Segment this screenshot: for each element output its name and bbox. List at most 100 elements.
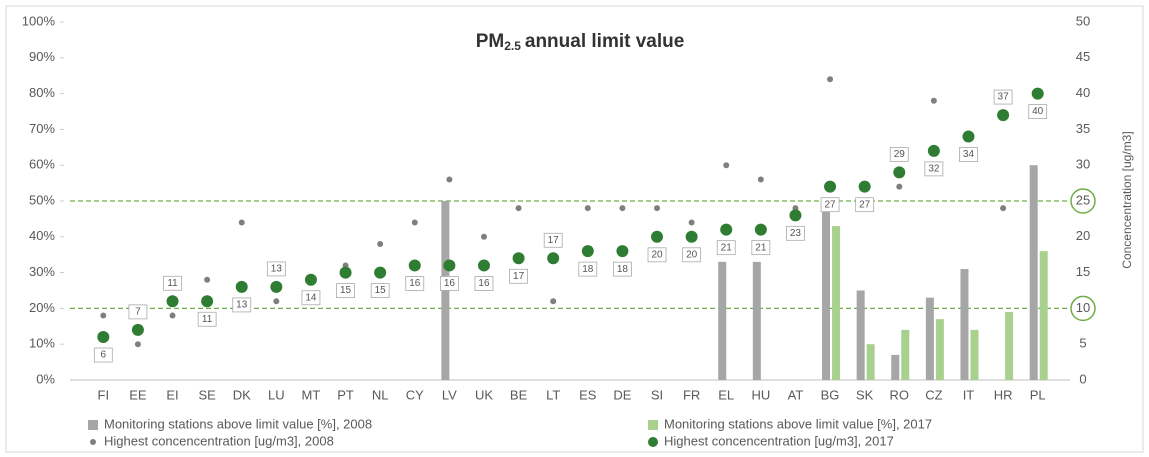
- value-label: 11: [167, 278, 178, 289]
- dot: [238, 219, 245, 226]
- value-label-box: [993, 89, 1013, 105]
- x-tick-label: MT: [302, 387, 321, 402]
- dot: [927, 144, 940, 157]
- x-tick-label: DE: [613, 387, 631, 402]
- bar: [718, 261, 727, 380]
- value-label: 20: [651, 249, 663, 260]
- dot: [827, 76, 834, 83]
- dot: [896, 183, 903, 190]
- dot: [619, 205, 626, 212]
- value-label: 21: [721, 242, 733, 253]
- limit-circle: [1070, 295, 1096, 322]
- bar: [901, 329, 910, 380]
- bar: [822, 201, 831, 380]
- bar: [960, 269, 969, 380]
- bar: [891, 354, 900, 380]
- value-label: 11: [202, 314, 213, 325]
- dot: [100, 312, 107, 319]
- dot: [858, 180, 871, 193]
- value-label: 17: [513, 271, 525, 282]
- dot: [962, 130, 975, 143]
- x-tick-label: PT: [337, 387, 354, 402]
- x-tick-label: LV: [442, 387, 457, 402]
- bar: [935, 319, 944, 380]
- value-label: 13: [236, 300, 248, 311]
- value-label: 21: [755, 242, 767, 253]
- value-label-box: [405, 276, 425, 291]
- y-tick-label: 90%: [29, 49, 55, 64]
- value-label: 16: [478, 278, 490, 289]
- dot: [754, 223, 767, 236]
- y2-tick-label: 0: [1079, 371, 1086, 386]
- x-tick-label: EE: [129, 387, 147, 402]
- y2-tick-label: 35: [1076, 121, 1090, 136]
- y-tick-label: 100%: [22, 13, 56, 28]
- dot: [304, 273, 317, 286]
- dot: [757, 176, 764, 183]
- y2-tick-label: 20: [1076, 228, 1090, 243]
- dot: [893, 166, 906, 179]
- y2-tick-label: 50: [1076, 13, 1090, 28]
- y-tick-label: 30%: [29, 264, 55, 279]
- value-label: 40: [1032, 106, 1044, 117]
- x-tick-label: IT: [963, 387, 975, 402]
- legend-label: Highest concencentration [ug/m3], 2008: [104, 433, 334, 448]
- x-tick-label: SE: [198, 387, 216, 402]
- bar: [832, 226, 841, 380]
- x-tick-label: RO: [890, 387, 910, 402]
- y-tick-label: 40%: [29, 228, 55, 243]
- value-label-box: [543, 232, 563, 248]
- value-label-box: [93, 347, 113, 363]
- dot: [1000, 205, 1007, 212]
- dot: [134, 341, 141, 348]
- value-label: 13: [271, 264, 283, 275]
- y2-tick-label: 5: [1079, 336, 1086, 351]
- dot: [477, 259, 490, 272]
- bar: [866, 344, 875, 380]
- legend-swatch: [90, 439, 96, 445]
- dot: [131, 323, 144, 336]
- dot: [480, 233, 487, 240]
- x-tick-label: DK: [233, 387, 251, 402]
- dot: [616, 245, 629, 258]
- dot: [789, 209, 802, 222]
- dot: [374, 266, 387, 279]
- x-tick-label: ES: [579, 387, 597, 402]
- x-tick-label: BE: [510, 387, 528, 402]
- value-label: 15: [340, 285, 352, 296]
- y2-tick-label: 25: [1076, 192, 1090, 207]
- legend-swatch: [648, 437, 658, 447]
- legend-label: Monitoring stations above limit value [%…: [664, 416, 932, 431]
- value-label-box: [197, 311, 217, 327]
- value-label-box: [855, 197, 875, 213]
- x-tick-label: LU: [268, 387, 285, 402]
- value-label-box: [647, 247, 667, 263]
- y2-tick-label: 30: [1076, 157, 1090, 172]
- y-tick-label: 60%: [29, 157, 55, 172]
- value-label: 16: [444, 278, 456, 289]
- y-tick-label: 80%: [29, 85, 55, 100]
- value-label: 6: [101, 350, 107, 361]
- value-label-box: [889, 146, 909, 162]
- value-label: 37: [998, 92, 1010, 103]
- dot: [723, 162, 730, 169]
- x-tick-label: LT: [546, 387, 560, 402]
- legend-swatch: [648, 420, 658, 430]
- x-tick-label: UK: [475, 387, 493, 402]
- dot: [339, 266, 352, 279]
- value-label: 20: [686, 249, 698, 260]
- dot: [408, 259, 421, 272]
- dot: [550, 298, 557, 305]
- x-tick-label: HR: [994, 387, 1013, 402]
- dot: [411, 219, 418, 226]
- y-tick-label: 70%: [29, 121, 55, 136]
- y2-tick-label: 45: [1076, 49, 1090, 64]
- value-label: 18: [582, 264, 594, 275]
- y2-tick-label: 15: [1076, 264, 1090, 279]
- value-label: 17: [548, 235, 560, 246]
- value-label-box: [439, 276, 459, 291]
- x-tick-label: PL: [1030, 387, 1046, 402]
- x-tick-label: EI: [166, 387, 178, 402]
- x-tick-label: SI: [651, 387, 663, 402]
- x-tick-label: EL: [718, 387, 734, 402]
